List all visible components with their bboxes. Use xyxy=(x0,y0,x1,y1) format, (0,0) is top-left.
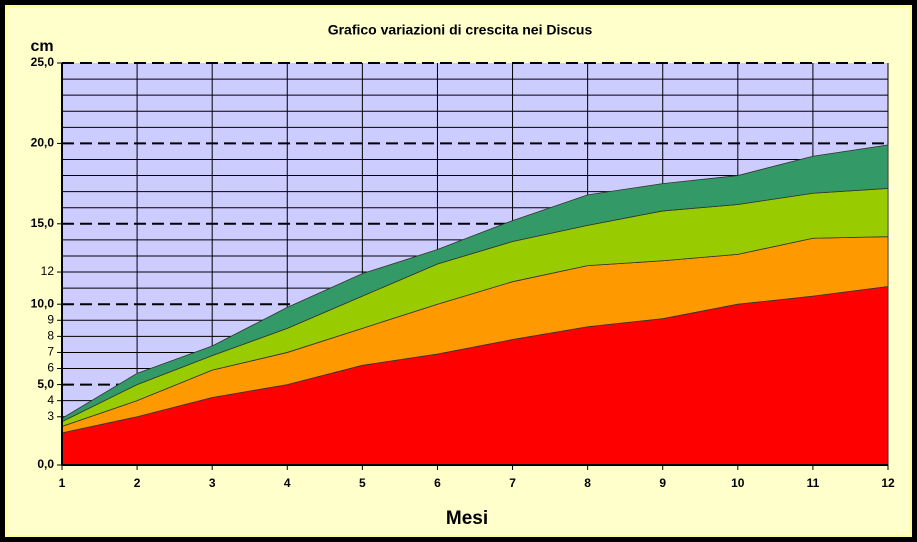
x-tick-label: 10 xyxy=(731,476,745,490)
y-axis-label: cm xyxy=(30,38,53,55)
y-tick-label: 4 xyxy=(47,393,54,407)
x-tick-label: 8 xyxy=(584,476,591,490)
plot-area xyxy=(61,62,889,466)
x-tick-label: 4 xyxy=(284,476,291,490)
area xyxy=(61,144,889,423)
y-tick-label: 8 xyxy=(47,329,54,343)
y-tick-label: 10,0 xyxy=(31,296,55,310)
y-tick-label: 3 xyxy=(47,409,54,423)
x-tick-label: 12 xyxy=(881,476,895,490)
x-tick-label: 6 xyxy=(434,476,441,490)
x-tick-label: 11 xyxy=(807,476,820,490)
y-tick-label: 6 xyxy=(47,361,54,375)
y-tick-label: 5,0 xyxy=(37,377,54,391)
x-tick-label: 1 xyxy=(59,476,66,490)
chart-title: Grafico variazioni di crescita nei Discu… xyxy=(328,22,593,38)
y-tick-label: 9 xyxy=(47,312,54,326)
x-tick-label: 2 xyxy=(134,476,141,490)
x-tick-label: 7 xyxy=(509,476,516,490)
x-tick-label: 5 xyxy=(359,476,366,490)
x-tick-label: 9 xyxy=(659,476,666,490)
y-tick-label: 7 xyxy=(47,345,54,359)
y-tick-label: 12 xyxy=(41,264,55,278)
y-tick-label: 20,0 xyxy=(31,136,55,150)
y-tick-label: 0,0 xyxy=(37,457,54,471)
x-tick-label: 3 xyxy=(209,476,216,490)
x-axis-label: Mesi xyxy=(446,508,488,529)
y-tick-label: 25,0 xyxy=(31,55,55,69)
y-tick-label: 15,0 xyxy=(31,216,55,230)
